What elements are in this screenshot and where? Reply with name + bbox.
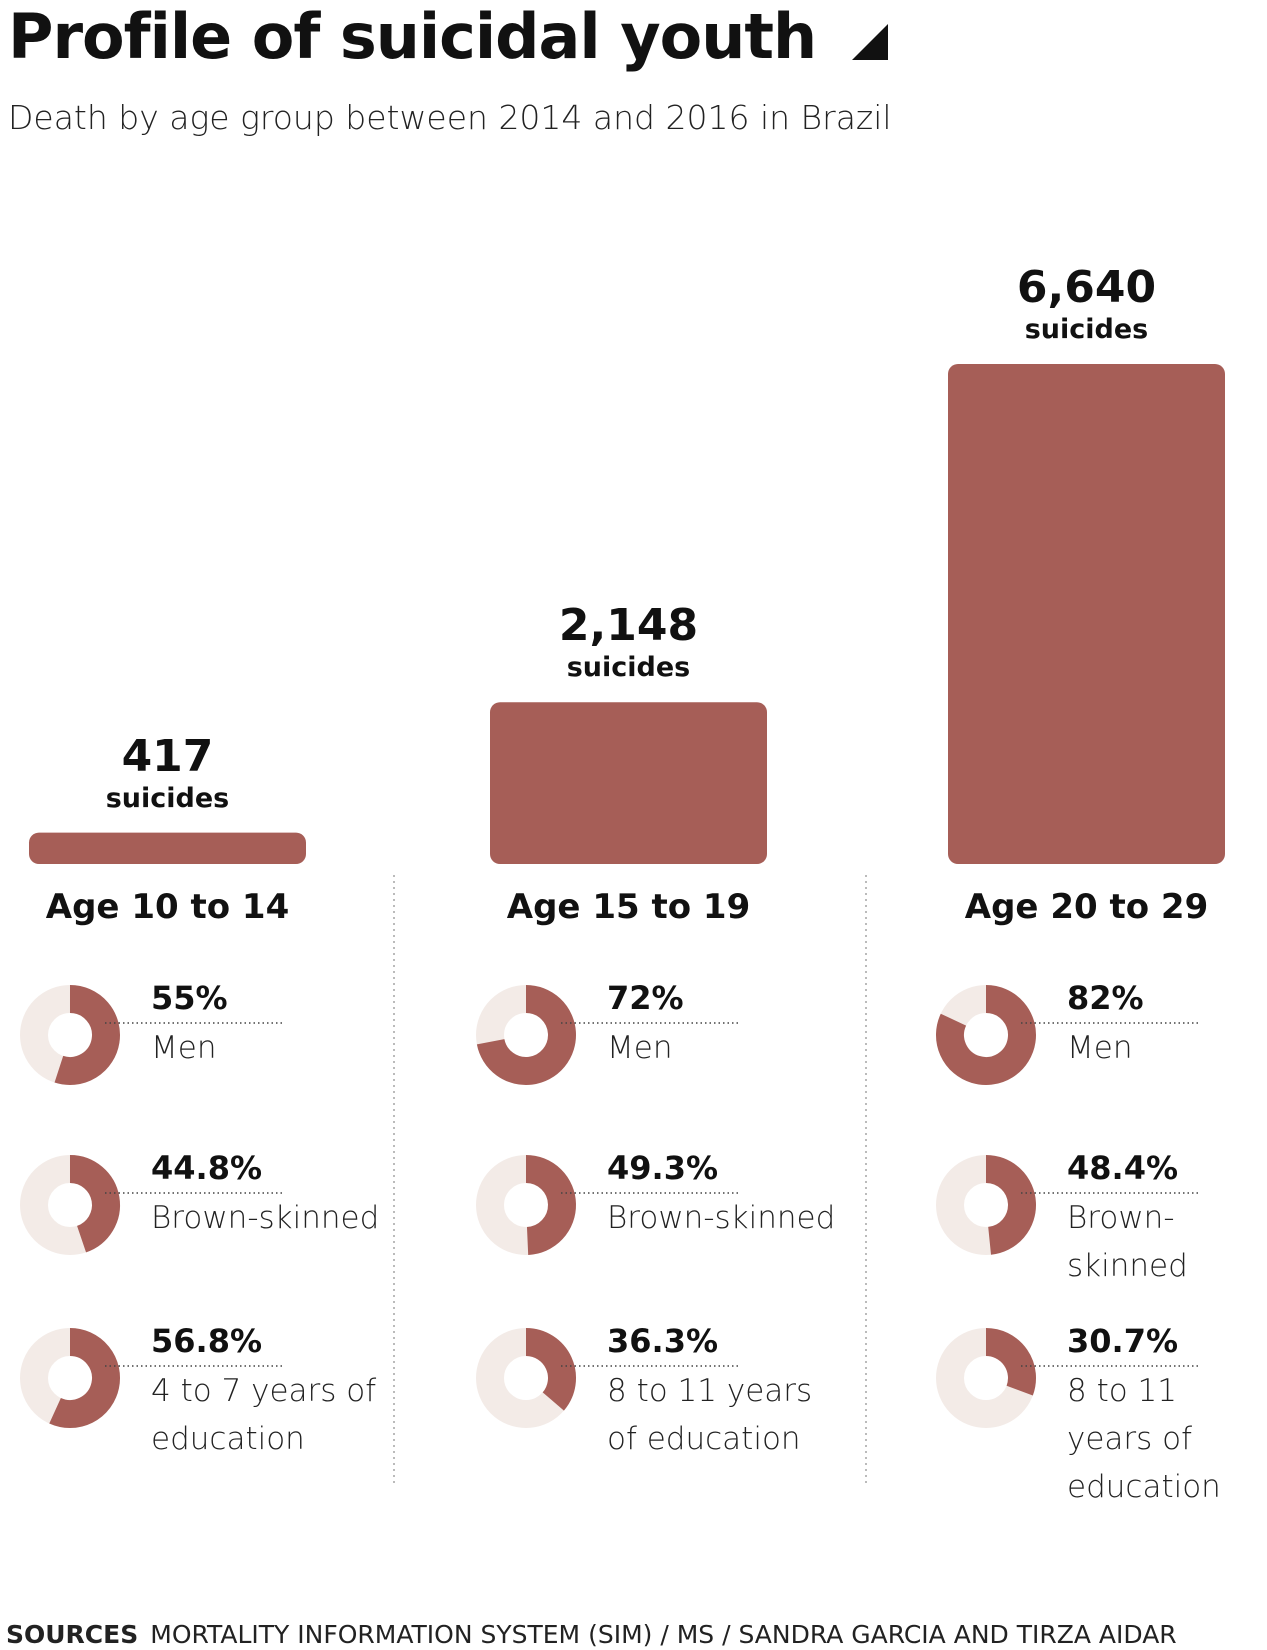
donut-category-label: 8 to 11 years of education: [607, 1373, 813, 1457]
donut-arc: [54, 985, 120, 1085]
chart: [20, 364, 1225, 1485]
category-label: Age 10 to 14: [45, 887, 290, 927]
category-label: Age 15 to 19: [506, 887, 751, 927]
sources: SOURCES MORTALITY INFORMATION SYSTEM (SIM…: [6, 1620, 1177, 1649]
donut-arc: [476, 985, 576, 1085]
donut-value-label: 55%: [151, 979, 228, 1017]
category-label: Age 20 to 29: [964, 887, 1209, 927]
value-label: 417: [121, 730, 214, 782]
donut-arc: [525, 1328, 576, 1411]
title-icon: [852, 24, 888, 60]
donut-value-label: 48.4%: [1067, 1149, 1179, 1187]
donut-arc: [985, 1155, 1036, 1255]
donut-category-label: Men: [151, 1030, 217, 1066]
bar: [29, 832, 306, 864]
donut-value-label: 49.3%: [607, 1149, 719, 1187]
donut-arc: [525, 1154, 577, 1255]
donut-category-label: Brown-skinned: [607, 1200, 836, 1236]
donut-value-label: 30.7%: [1067, 1322, 1179, 1360]
unit-label: suicides: [105, 782, 230, 814]
value-label: 6,640: [1016, 262, 1157, 313]
donut-arc: [936, 985, 1036, 1085]
donut-value-label: 44.8%: [151, 1149, 263, 1187]
donut-category-label: 4 to 7 years of education: [151, 1373, 377, 1457]
donut-category-label: 8 to 11 years of education: [1067, 1373, 1221, 1505]
donut-arc: [49, 1328, 120, 1428]
donut-value-label: 82%: [1067, 979, 1144, 1017]
unit-label: suicides: [566, 652, 691, 684]
unit-label: suicides: [1024, 314, 1149, 345]
donut-category-label: Men: [1067, 1030, 1133, 1066]
donut-category-label: Men: [607, 1030, 673, 1066]
donut-arc: [69, 1155, 120, 1253]
value-label: 2,148: [558, 600, 699, 652]
title: Profile of suicidal youth: [8, 0, 817, 73]
bar: [490, 702, 767, 864]
sources-text: MORTALITY INFORMATION SYSTEM (SIM) / MS …: [150, 1620, 1177, 1649]
donut-arc: [985, 1328, 1036, 1396]
donut-value-label: 72%: [607, 979, 684, 1017]
donut-category-label: Brown-skinned: [1067, 1200, 1188, 1284]
donut-value-label: 56.8%: [151, 1322, 263, 1360]
donut-category-label: Brown-skinned: [151, 1200, 380, 1236]
subtitle: Death by age group between 2014 and 2016…: [8, 98, 892, 137]
donut-value-label: 36.3%: [607, 1322, 719, 1360]
bar: [948, 364, 1225, 864]
sources-label: SOURCES: [6, 1620, 139, 1649]
